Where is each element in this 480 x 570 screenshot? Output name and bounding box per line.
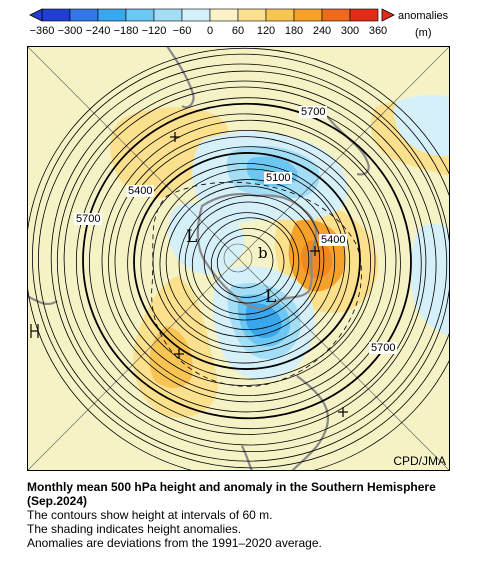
colorbar-tick-label: 60 [231,25,245,37]
contour-line [38,63,450,462]
colorbar-swatch [265,8,295,22]
anomaly-zero-line [151,181,362,387]
contour-label: 5400 [126,185,155,197]
colorbar-tick-label: −60 [172,25,192,37]
colorbar-tick-label: 180 [284,25,304,37]
colorbar-tick-label: −240 [85,25,111,37]
caption-line: The contours show height at intervals of… [27,508,273,522]
colorbar-unit-label: anomalies [398,10,449,22]
contour-line [152,168,346,353]
contour-line [27,47,450,471]
polar-map: 5700 5100 5400 5400 5700 5700 L L b CPD/… [27,46,450,471]
colorbar-swatch [97,8,127,22]
contour-line [101,119,397,403]
colorbar-swatch [41,8,71,22]
colorbar-unit: (m) [415,27,432,39]
contour-line [165,185,325,338]
colorbar-swatch [321,8,351,22]
contour-line [140,162,351,364]
contour-line [210,228,285,298]
colorbar-tick-label: 0 [206,25,214,37]
colorbar-swatch [125,8,155,22]
contour-label: 5700 [74,213,103,225]
map-frame [27,46,450,471]
antarctica-coast [196,192,318,310]
contour-line [82,102,412,420]
colorbar-swatch [153,8,183,22]
plus-marker [338,407,348,417]
contour-line [89,113,401,413]
south-america-coast [166,46,195,109]
credit-label: CPD/JMA [393,454,446,468]
west-coast [27,295,58,305]
anomaly-colorbar: −360 −300 −240 −180 −120 −60 0 60 120 180 240 300 36… [0,0,480,46]
contour-line [216,235,274,289]
anomaly-centers [30,132,348,417]
contour-line [159,179,336,347]
contour-line [32,53,450,469]
plus-marker [170,132,180,142]
colorbar-left-arrow [29,8,43,22]
plus-marker [174,349,184,359]
colorbar-tick-label: −180 [113,25,139,37]
colorbar-tick-label: 300 [340,25,360,37]
graticule [27,46,450,471]
colorbar-swatch [181,8,211,22]
caption-line: Anomalies are deviations from the 1991–2… [27,536,322,550]
positive-anomaly-east-inner [301,240,332,279]
contour-line [184,201,310,321]
colorbar-swatch [349,8,379,22]
contour-line [50,70,448,452]
contour-line [133,152,361,370]
caption-line: The shading indicates height anomalies. [27,522,242,536]
colorbar-swatch [69,8,99,22]
colorbar-tick-label: 240 [312,25,332,37]
contour-line [127,146,371,380]
contour-line [63,86,427,435]
contour-line [203,217,295,304]
colorbar-right-arrow [381,8,395,22]
colorbar-tick-label: 360 [368,25,388,37]
contour-label: 5700 [369,342,398,354]
colorbar-swatch [293,8,323,22]
figure-caption: Monthly mean 500 hPa height and anomaly … [27,480,467,550]
negative-anomaly-central [168,202,245,275]
low-pressure-marker: L [186,227,198,247]
low-pressure-marker: L [265,287,277,307]
contour-label: 5400 [319,234,348,246]
contour-line [114,136,376,386]
coastlines [27,46,370,471]
colorbar-swatch [237,8,267,22]
contour-line [75,97,422,430]
contour-line [178,194,321,331]
colorbar-tick-label: −300 [57,25,83,37]
contour-label: 5100 [264,172,293,184]
nz-coast [241,445,254,471]
positive-anomaly-west-core [149,326,193,388]
colorbar-swatch [209,8,239,22]
contour-line [191,212,300,315]
pole-marker: b [258,244,268,262]
colorbar-tick-label: −360 [29,25,55,37]
h-marker [30,324,39,338]
contour-line [56,80,437,446]
negative-anomaly-northeast-edge [393,94,450,157]
africa-coast [326,115,370,176]
contour-line [108,129,386,397]
caption-title: Monthly mean 500 hPa height and anomaly … [27,480,436,508]
height-contours [27,47,450,471]
colorbar-tick-label: 120 [256,25,276,37]
plus-marker [310,246,320,256]
colorbar-graphic [29,8,395,22]
contour-label: 5700 [299,106,328,118]
colorbar-tick-label: −120 [141,25,167,37]
